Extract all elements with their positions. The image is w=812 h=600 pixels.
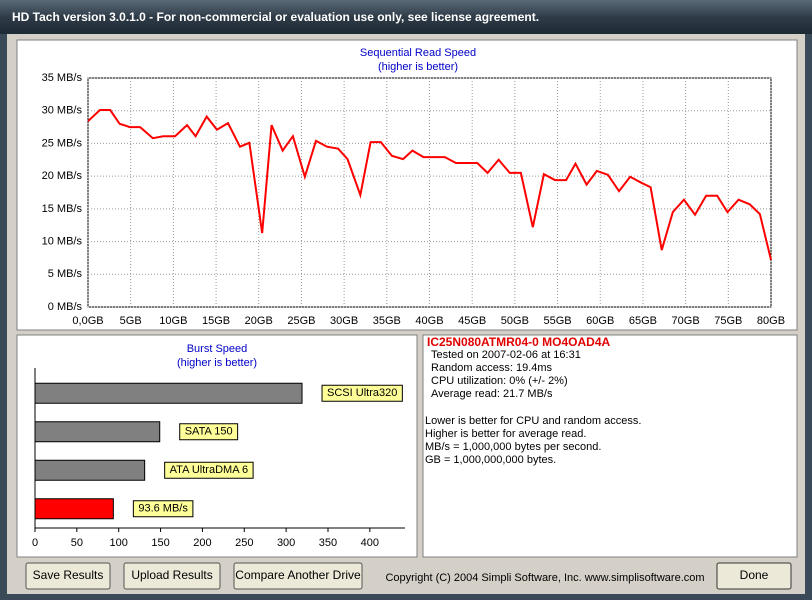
- burst-panel: [16, 334, 418, 558]
- bar-label: ATA UltraDMA 6: [170, 464, 248, 476]
- data-line: [87, 109, 772, 261]
- bar: [34, 459, 146, 481]
- y-tick-label: 25 MB/s: [42, 137, 83, 149]
- title-bar: [0, 0, 812, 34]
- x-tick-label: 0: [32, 537, 38, 549]
- button-label[interactable]: Upload Results: [131, 568, 212, 582]
- x-tick-label: 65GB: [629, 315, 657, 327]
- x-tick-label: 150: [151, 537, 169, 549]
- note-line: GB = 1,000,000,000 bytes.: [425, 454, 556, 466]
- x-tick-label: 10GB: [159, 315, 187, 327]
- info-line: CPU utilization: 0% (+/- 2%): [431, 375, 568, 387]
- bar: [34, 498, 114, 520]
- x-tick-label: 15GB: [202, 315, 230, 327]
- button-label[interactable]: Compare Another Drive: [235, 568, 361, 582]
- y-tick-label: 5 MB/s: [48, 268, 83, 280]
- chart-title: Sequential Read Speed: [360, 47, 476, 59]
- x-tick-label: 70GB: [672, 315, 700, 327]
- x-tick-label: 35GB: [373, 315, 401, 327]
- label-box: [132, 500, 194, 518]
- chart-subtitle: (higher is better): [177, 357, 257, 369]
- button[interactable]: Done: [716, 562, 792, 590]
- drive-model: IC25N080ATMR04-0 MO4OAD4A: [427, 335, 610, 349]
- y-tick-label: 35 MB/s: [42, 72, 83, 84]
- x-tick-label: 75GB: [714, 315, 742, 327]
- button[interactable]: Compare Another Drive: [233, 562, 363, 590]
- x-tick-label: 20GB: [245, 315, 273, 327]
- button-frame[interactable]: [716, 562, 792, 590]
- info-line: Tested on 2007-02-06 at 16:31: [431, 349, 581, 361]
- x-tick-label: 50GB: [501, 315, 529, 327]
- button-frame[interactable]: [123, 562, 221, 590]
- button-label[interactable]: Save Results: [33, 568, 104, 582]
- x-tick-label: 200: [193, 537, 211, 549]
- button-frame[interactable]: [25, 562, 111, 590]
- x-tick-label: 80GB: [757, 315, 785, 327]
- x-tick-label: 400: [361, 537, 379, 549]
- note-line: Higher is better for average read.: [425, 428, 586, 440]
- bar: [34, 382, 303, 404]
- x-tick-label: 5GB: [120, 315, 142, 327]
- x-tick-label: 60GB: [586, 315, 614, 327]
- x-tick-label: 250: [235, 537, 253, 549]
- bar-label: SCSI Ultra320: [327, 387, 397, 399]
- info-panel: [422, 334, 798, 558]
- label-box: [179, 423, 239, 441]
- button[interactable]: Save Results: [25, 562, 111, 590]
- y-tick-label: 0 MB/s: [48, 301, 83, 313]
- x-tick-label: 30GB: [330, 315, 358, 327]
- button-frame[interactable]: [233, 562, 363, 590]
- y-tick-label: 10 MB/s: [42, 235, 83, 247]
- info-line: Random access: 19.4ms: [431, 362, 553, 374]
- x-tick-label: 0,0GB: [72, 315, 103, 327]
- copyright: Copyright (C) 2004 Simpli Software, Inc.…: [385, 572, 704, 584]
- chart-title: Burst Speed: [187, 343, 248, 355]
- x-tick-label: 100: [110, 537, 128, 549]
- info-line: Average read: 21.7 MB/s: [431, 388, 553, 400]
- window-title: HD Tach version 3.0.1.0 - For non-commer…: [12, 10, 539, 24]
- y-tick-label: 20 MB/s: [42, 170, 83, 182]
- label-box: [321, 384, 403, 402]
- bar-label: SATA 150: [185, 426, 233, 438]
- bar: [34, 421, 161, 443]
- y-tick-label: 30 MB/s: [42, 105, 83, 117]
- label-box: [164, 461, 254, 479]
- x-tick-label: 50: [71, 537, 83, 549]
- chart-subtitle: (higher is better): [378, 61, 458, 73]
- note-line: MB/s = 1,000,000 bytes per second.: [425, 441, 601, 453]
- note-line: Lower is better for CPU and random acces…: [425, 415, 641, 427]
- x-tick-label: 350: [319, 537, 337, 549]
- button[interactable]: Upload Results: [123, 562, 221, 590]
- x-tick-label: 300: [277, 537, 295, 549]
- x-tick-label: 45GB: [458, 315, 486, 327]
- x-tick-label: 40GB: [415, 315, 443, 327]
- bar-label: 93.6 MB/s: [138, 503, 188, 515]
- button-label[interactable]: Done: [740, 568, 769, 582]
- x-tick-label: 25GB: [287, 315, 315, 327]
- x-tick-label: 55GB: [543, 315, 571, 327]
- read-panel: [16, 39, 798, 331]
- y-tick-label: 15 MB/s: [42, 203, 83, 215]
